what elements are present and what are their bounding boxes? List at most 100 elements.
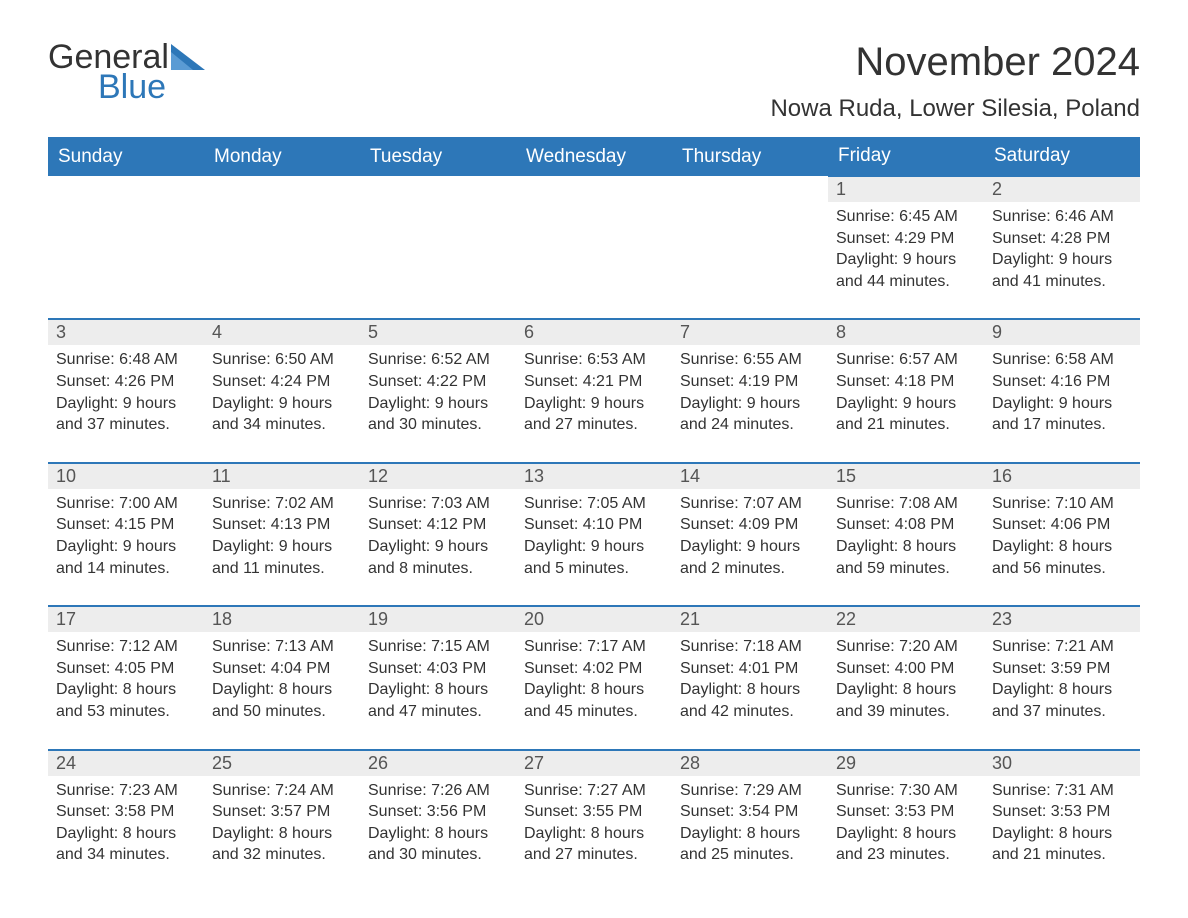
title-block: November 2024 Nowa Ruda, Lower Silesia, … bbox=[770, 40, 1140, 123]
day-d2: and 14 minutes. bbox=[56, 558, 196, 580]
day-number: 26 bbox=[360, 751, 516, 776]
calendar-cell bbox=[516, 176, 672, 319]
calendar-cell: 18Sunrise: 7:13 AMSunset: 4:04 PMDayligh… bbox=[204, 606, 360, 749]
day-sunrise: Sunrise: 7:00 AM bbox=[56, 493, 196, 515]
day-body: Sunrise: 7:18 AMSunset: 4:01 PMDaylight:… bbox=[672, 632, 828, 748]
day-number: 29 bbox=[828, 751, 984, 776]
day-number: 7 bbox=[672, 320, 828, 345]
day-header: Wednesday bbox=[516, 137, 672, 176]
day-header: Thursday bbox=[672, 137, 828, 176]
calendar-cell: 25Sunrise: 7:24 AMSunset: 3:57 PMDayligh… bbox=[204, 750, 360, 892]
day-body: Sunrise: 6:48 AMSunset: 4:26 PMDaylight:… bbox=[48, 345, 204, 461]
day-d1: Daylight: 8 hours bbox=[524, 679, 664, 701]
day-sunset: Sunset: 4:13 PM bbox=[212, 514, 352, 536]
day-sunrise: Sunrise: 7:12 AM bbox=[56, 636, 196, 658]
day-d2: and 44 minutes. bbox=[836, 271, 976, 293]
day-sunrise: Sunrise: 7:17 AM bbox=[524, 636, 664, 658]
calendar-body: 1Sunrise: 6:45 AMSunset: 4:29 PMDaylight… bbox=[48, 176, 1140, 892]
day-sunrise: Sunrise: 7:24 AM bbox=[212, 780, 352, 802]
day-sunset: Sunset: 4:29 PM bbox=[836, 228, 976, 250]
logo: General Blue bbox=[48, 40, 205, 107]
day-d1: Daylight: 9 hours bbox=[992, 393, 1132, 415]
day-sunrise: Sunrise: 6:45 AM bbox=[836, 206, 976, 228]
calendar-cell: 12Sunrise: 7:03 AMSunset: 4:12 PMDayligh… bbox=[360, 463, 516, 606]
calendar-cell bbox=[672, 176, 828, 319]
day-number: 18 bbox=[204, 607, 360, 632]
day-d1: Daylight: 9 hours bbox=[992, 249, 1132, 271]
day-sunset: Sunset: 4:01 PM bbox=[680, 658, 820, 680]
day-d1: Daylight: 8 hours bbox=[680, 679, 820, 701]
day-body: Sunrise: 6:53 AMSunset: 4:21 PMDaylight:… bbox=[516, 345, 672, 461]
calendar-cell: 8Sunrise: 6:57 AMSunset: 4:18 PMDaylight… bbox=[828, 319, 984, 462]
day-body: Sunrise: 7:10 AMSunset: 4:06 PMDaylight:… bbox=[984, 489, 1140, 605]
day-d1: Daylight: 8 hours bbox=[368, 823, 508, 845]
day-d1: Daylight: 8 hours bbox=[212, 823, 352, 845]
day-d2: and 50 minutes. bbox=[212, 701, 352, 723]
day-sunrise: Sunrise: 6:46 AM bbox=[992, 206, 1132, 228]
calendar-week: 17Sunrise: 7:12 AMSunset: 4:05 PMDayligh… bbox=[48, 606, 1140, 749]
calendar-cell: 26Sunrise: 7:26 AMSunset: 3:56 PMDayligh… bbox=[360, 750, 516, 892]
day-sunset: Sunset: 4:26 PM bbox=[56, 371, 196, 393]
day-number: 19 bbox=[360, 607, 516, 632]
calendar-cell bbox=[204, 176, 360, 319]
day-sunset: Sunset: 4:08 PM bbox=[836, 514, 976, 536]
day-d2: and 32 minutes. bbox=[212, 844, 352, 866]
day-body: Sunrise: 6:46 AMSunset: 4:28 PMDaylight:… bbox=[984, 202, 1140, 318]
day-d1: Daylight: 9 hours bbox=[56, 536, 196, 558]
calendar-cell: 24Sunrise: 7:23 AMSunset: 3:58 PMDayligh… bbox=[48, 750, 204, 892]
day-sunrise: Sunrise: 6:52 AM bbox=[368, 349, 508, 371]
calendar-cell: 14Sunrise: 7:07 AMSunset: 4:09 PMDayligh… bbox=[672, 463, 828, 606]
logo-flag-icon bbox=[171, 44, 205, 70]
day-sunset: Sunset: 3:53 PM bbox=[992, 801, 1132, 823]
calendar-cell: 2Sunrise: 6:46 AMSunset: 4:28 PMDaylight… bbox=[984, 176, 1140, 319]
day-d1: Daylight: 9 hours bbox=[368, 536, 508, 558]
day-sunrise: Sunrise: 7:07 AM bbox=[680, 493, 820, 515]
day-number: 16 bbox=[984, 464, 1140, 489]
calendar-cell: 30Sunrise: 7:31 AMSunset: 3:53 PMDayligh… bbox=[984, 750, 1140, 892]
calendar-cell bbox=[360, 176, 516, 319]
day-sunset: Sunset: 3:56 PM bbox=[368, 801, 508, 823]
day-sunrise: Sunrise: 7:02 AM bbox=[212, 493, 352, 515]
day-sunrise: Sunrise: 7:20 AM bbox=[836, 636, 976, 658]
day-sunrise: Sunrise: 6:53 AM bbox=[524, 349, 664, 371]
day-body: Sunrise: 6:55 AMSunset: 4:19 PMDaylight:… bbox=[672, 345, 828, 461]
calendar-cell: 5Sunrise: 6:52 AMSunset: 4:22 PMDaylight… bbox=[360, 319, 516, 462]
day-sunrise: Sunrise: 7:27 AM bbox=[524, 780, 664, 802]
day-number: 8 bbox=[828, 320, 984, 345]
day-sunrise: Sunrise: 6:58 AM bbox=[992, 349, 1132, 371]
day-body: Sunrise: 7:15 AMSunset: 4:03 PMDaylight:… bbox=[360, 632, 516, 748]
calendar-week: 1Sunrise: 6:45 AMSunset: 4:29 PMDaylight… bbox=[48, 176, 1140, 319]
day-body: Sunrise: 7:30 AMSunset: 3:53 PMDaylight:… bbox=[828, 776, 984, 892]
day-body: Sunrise: 7:13 AMSunset: 4:04 PMDaylight:… bbox=[204, 632, 360, 748]
day-sunset: Sunset: 4:00 PM bbox=[836, 658, 976, 680]
day-header: Sunday bbox=[48, 137, 204, 176]
day-d1: Daylight: 9 hours bbox=[836, 393, 976, 415]
day-header: Friday bbox=[828, 137, 984, 176]
day-d1: Daylight: 9 hours bbox=[680, 393, 820, 415]
day-sunset: Sunset: 4:28 PM bbox=[992, 228, 1132, 250]
calendar-week: 10Sunrise: 7:00 AMSunset: 4:15 PMDayligh… bbox=[48, 463, 1140, 606]
day-body: Sunrise: 7:12 AMSunset: 4:05 PMDaylight:… bbox=[48, 632, 204, 748]
day-sunrise: Sunrise: 7:15 AM bbox=[368, 636, 508, 658]
day-d1: Daylight: 8 hours bbox=[524, 823, 664, 845]
day-sunrise: Sunrise: 7:29 AM bbox=[680, 780, 820, 802]
day-d2: and 2 minutes. bbox=[680, 558, 820, 580]
day-number: 4 bbox=[204, 320, 360, 345]
day-d2: and 53 minutes. bbox=[56, 701, 196, 723]
day-number: 17 bbox=[48, 607, 204, 632]
day-body: Sunrise: 7:02 AMSunset: 4:13 PMDaylight:… bbox=[204, 489, 360, 605]
day-sunset: Sunset: 4:03 PM bbox=[368, 658, 508, 680]
day-number: 30 bbox=[984, 751, 1140, 776]
calendar-cell: 6Sunrise: 6:53 AMSunset: 4:21 PMDaylight… bbox=[516, 319, 672, 462]
day-number: 14 bbox=[672, 464, 828, 489]
calendar-cell: 10Sunrise: 7:00 AMSunset: 4:15 PMDayligh… bbox=[48, 463, 204, 606]
day-sunrise: Sunrise: 7:23 AM bbox=[56, 780, 196, 802]
day-sunrise: Sunrise: 6:57 AM bbox=[836, 349, 976, 371]
day-sunrise: Sunrise: 7:30 AM bbox=[836, 780, 976, 802]
day-d2: and 21 minutes. bbox=[992, 844, 1132, 866]
calendar-cell: 7Sunrise: 6:55 AMSunset: 4:19 PMDaylight… bbox=[672, 319, 828, 462]
day-d1: Daylight: 8 hours bbox=[56, 823, 196, 845]
day-sunrise: Sunrise: 7:05 AM bbox=[524, 493, 664, 515]
day-d1: Daylight: 8 hours bbox=[992, 536, 1132, 558]
day-d2: and 42 minutes. bbox=[680, 701, 820, 723]
